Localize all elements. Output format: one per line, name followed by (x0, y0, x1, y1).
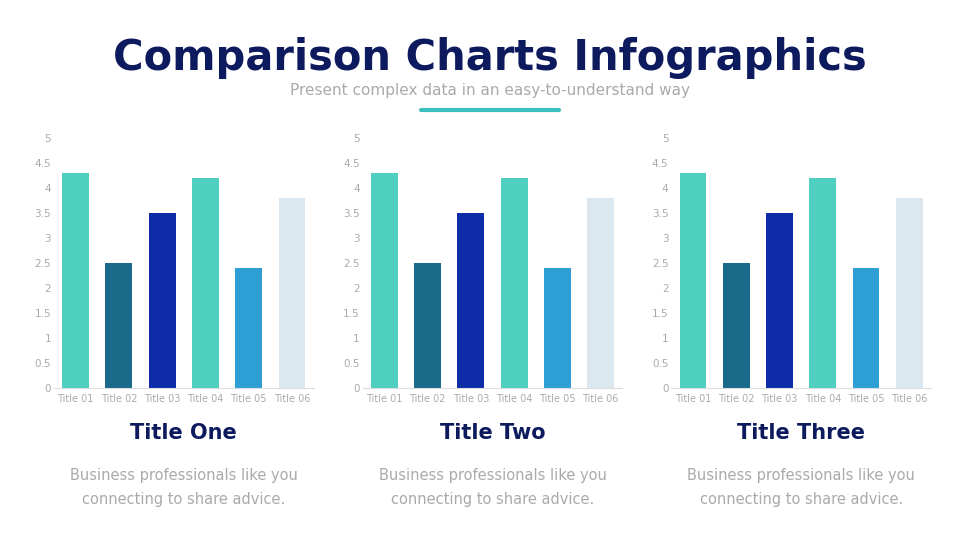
Bar (853, 268, 879, 388)
Bar (766, 213, 793, 388)
Bar (149, 213, 175, 388)
Text: Title Two: Title Two (440, 423, 545, 442)
Bar (278, 198, 306, 388)
Bar (62, 173, 89, 388)
Bar (723, 263, 750, 388)
Text: Title Three: Title Three (737, 423, 865, 442)
Text: Business professionals like you
connecting to share advice.: Business professionals like you connecti… (378, 468, 607, 507)
Bar (501, 178, 527, 388)
Bar (370, 173, 398, 388)
Bar (106, 263, 132, 388)
Bar (192, 178, 219, 388)
Bar (235, 268, 262, 388)
Text: Comparison Charts Infographics: Comparison Charts Infographics (113, 37, 867, 79)
Bar (415, 263, 441, 388)
Text: Title One: Title One (130, 423, 237, 442)
Text: Business professionals like you
connecting to share advice.: Business professionals like you connecti… (70, 468, 298, 507)
Bar (458, 213, 484, 388)
Text: Present complex data in an easy-to-understand way: Present complex data in an easy-to-under… (290, 83, 690, 99)
Bar (679, 173, 707, 388)
Text: Business professionals like you
connecting to share advice.: Business professionals like you connecti… (687, 468, 915, 507)
Bar (809, 178, 836, 388)
Bar (544, 268, 570, 388)
Bar (587, 198, 614, 388)
Bar (896, 198, 923, 388)
